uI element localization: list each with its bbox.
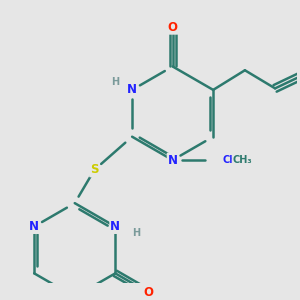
Text: CH₃: CH₃ [223,155,242,165]
Text: H: H [111,77,120,87]
Text: O: O [143,286,153,299]
Text: N: N [29,220,39,233]
Text: N: N [110,220,120,233]
Text: N: N [168,154,178,166]
Text: O: O [168,21,178,34]
Text: CH₃: CH₃ [232,155,252,165]
Text: N: N [127,83,137,96]
Text: S: S [90,164,99,176]
Text: H: H [132,228,140,238]
